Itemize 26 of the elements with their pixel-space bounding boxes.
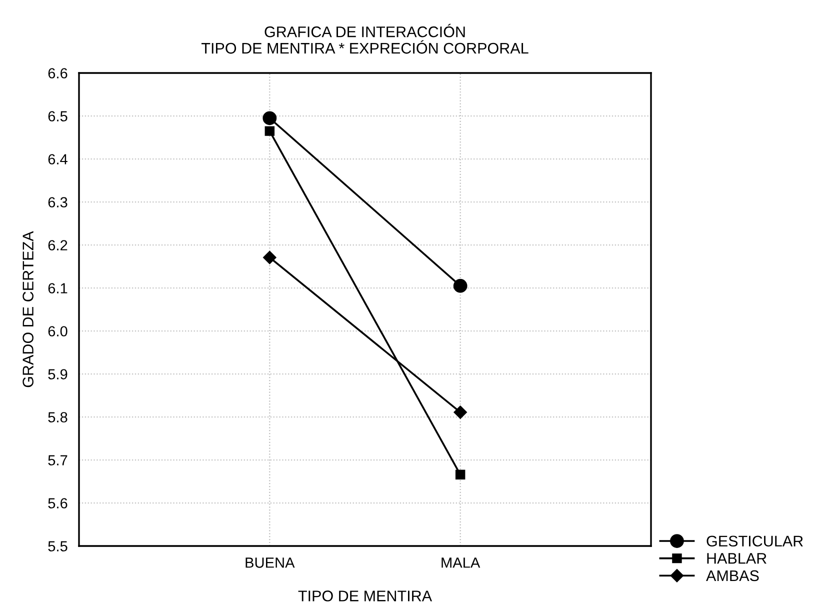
x-tick-label: BUENA bbox=[246, 558, 295, 568]
legend-label: HABLAR bbox=[707, 553, 766, 564]
point bbox=[262, 111, 277, 126]
x-tick-label: MALA bbox=[442, 558, 480, 568]
x-axis-title: TIPO DE MENTIRA bbox=[298, 590, 432, 602]
y-tick-label: 5.9 bbox=[48, 369, 68, 380]
y-tick-label: 6.0 bbox=[48, 326, 68, 336]
point bbox=[455, 470, 466, 480]
y-tick-label: 6.4 bbox=[48, 154, 68, 164]
point bbox=[453, 278, 468, 293]
y-tick-label: 6.6 bbox=[48, 68, 68, 78]
point bbox=[264, 126, 275, 136]
y-tick-label: 5.6 bbox=[48, 498, 68, 508]
y-tick-label: 6.3 bbox=[48, 197, 68, 208]
y-tick-label: 6.2 bbox=[48, 240, 68, 250]
point bbox=[263, 250, 276, 264]
y-axis-title: GRADO DE CERTEZA bbox=[22, 231, 34, 388]
legend-label: GESTICULAR bbox=[706, 536, 803, 547]
legend-label: AMBAS bbox=[706, 570, 759, 582]
point bbox=[454, 406, 467, 419]
y-tick-label: 6.5 bbox=[48, 111, 68, 122]
y-tick-label: 5.5 bbox=[48, 541, 68, 552]
chart-title: GRAFICA DE INTERACCIÓN TIPO DE MENTIRA * EXPRECIÓN CORPORAL bbox=[202, 24, 528, 54]
y-tick-label: 5.7 bbox=[48, 455, 68, 466]
y-tick-label: 5.8 bbox=[48, 412, 68, 422]
y-tick-label: 6.1 bbox=[48, 283, 68, 294]
